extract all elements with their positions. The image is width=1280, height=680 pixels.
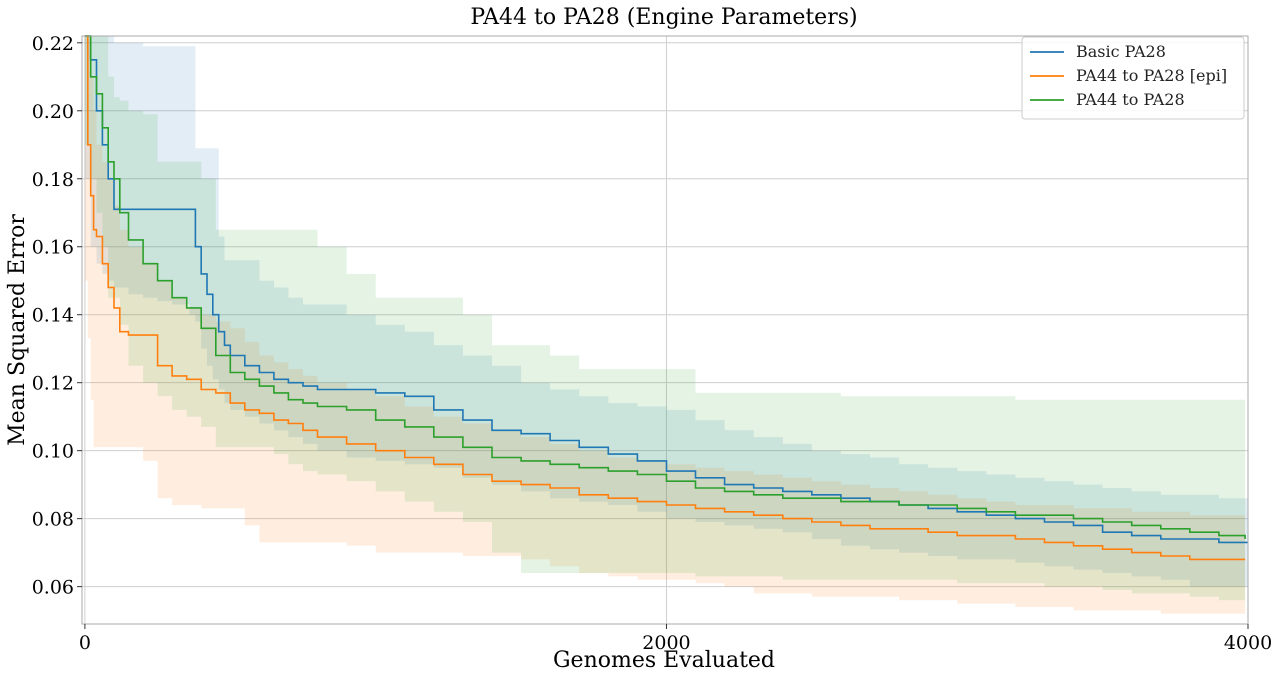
band-series-1 bbox=[84, 36, 1246, 614]
y-axis-label: Mean Squared Error bbox=[5, 214, 30, 446]
legend-box bbox=[1021, 36, 1245, 120]
y-tick-label: 0.16 bbox=[32, 237, 74, 259]
chart-title: PA44 to PA28 (Engine Parameters) bbox=[470, 5, 857, 30]
plot-frame bbox=[81, 35, 1249, 625]
x-tick-label: 4000 bbox=[1224, 632, 1272, 654]
y-tick-label: 0.06 bbox=[32, 577, 74, 599]
x-tick-label: 2000 bbox=[642, 632, 690, 654]
y-axis-ticks: 0.06 0.08 0.10 0.12 0.14 0.16 0.18 0.20 0.22 bbox=[32, 33, 82, 599]
legend-label: PA44 to PA28 bbox=[1076, 90, 1185, 109]
legend-label: PA44 to PA28 [epi] bbox=[1076, 66, 1227, 85]
y-tick-label: 0.14 bbox=[32, 305, 74, 327]
series-lines bbox=[84, 35, 1248, 561]
legend: Basic PA28 PA44 to PA28 [epi] PA44 to PA28 bbox=[1021, 36, 1245, 120]
line-series-1 bbox=[84, 35, 1246, 561]
y-tick-label: 0.08 bbox=[32, 509, 74, 531]
y-tick-label: 0.10 bbox=[32, 441, 74, 463]
y-tick-label: 0.22 bbox=[32, 33, 74, 55]
band-series-2 bbox=[84, 36, 1246, 601]
y-tick-label: 0.12 bbox=[32, 373, 74, 395]
y-tick-label: 0.20 bbox=[32, 101, 74, 123]
legend-label: Basic PA28 bbox=[1076, 42, 1166, 61]
line-series-2 bbox=[84, 35, 1246, 539]
y-tick-label: 0.18 bbox=[32, 169, 74, 191]
x-axis-ticks: 0 2000 4000 bbox=[79, 624, 1272, 654]
x-axis-label: Genomes Evaluated bbox=[553, 648, 775, 673]
x-tick-label: 0 bbox=[79, 632, 91, 654]
